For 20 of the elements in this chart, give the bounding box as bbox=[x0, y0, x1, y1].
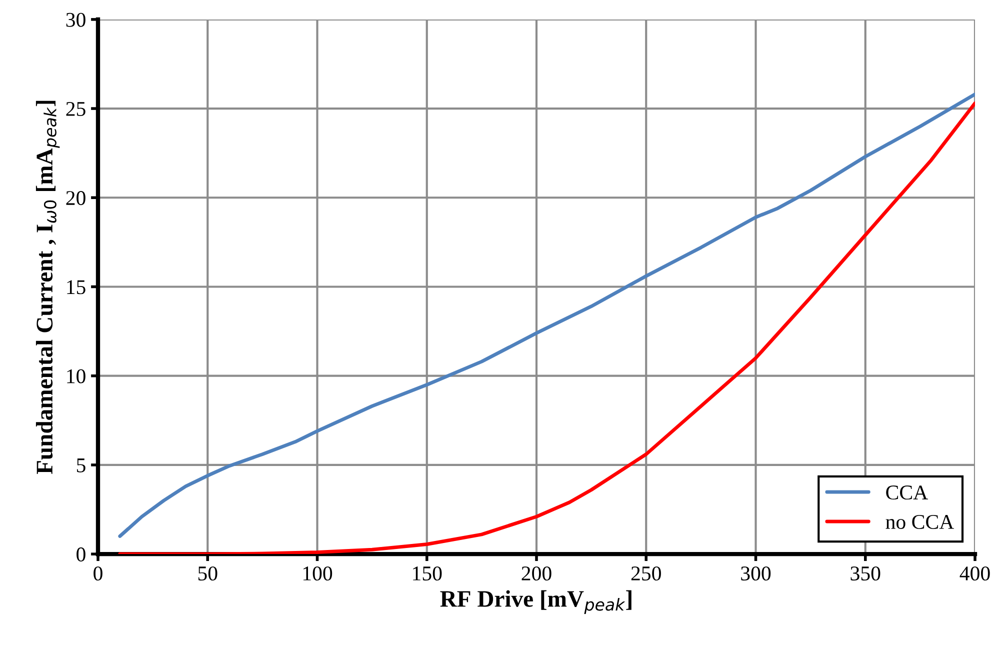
y-tick-label: 15 bbox=[67, 280, 86, 294]
y-tick-label: 20 bbox=[66, 191, 86, 206]
x-tick-label: 350 bbox=[850, 566, 880, 581]
x-axis-title: RF Drive [mV$_{peak}$] bbox=[440, 590, 632, 614]
x-tick-label: 250 bbox=[631, 566, 661, 581]
y-tick-label: 5 bbox=[76, 458, 86, 472]
x-tick-label: 50 bbox=[198, 566, 218, 581]
x-tick-label: 400 bbox=[960, 566, 990, 581]
y-tick-label: 25 bbox=[66, 102, 86, 116]
x-tick-label: 150 bbox=[413, 566, 442, 581]
x-tick-label: 200 bbox=[522, 566, 552, 581]
x-tick-label: 300 bbox=[741, 566, 771, 581]
legend-label: no CCA bbox=[886, 514, 954, 529]
y-tick-label: 30 bbox=[66, 12, 86, 27]
y-tick-label: 0 bbox=[76, 547, 86, 562]
y-tick-label: 10 bbox=[67, 369, 86, 384]
x-tick-label: 0 bbox=[94, 566, 102, 581]
legend-label: CCA bbox=[886, 486, 928, 500]
x-tick-label: 100 bbox=[303, 566, 332, 581]
y-axis-title: Fundamental Current , I$_{ω0}$ [mA$_{peak}$] bbox=[36, 100, 60, 474]
